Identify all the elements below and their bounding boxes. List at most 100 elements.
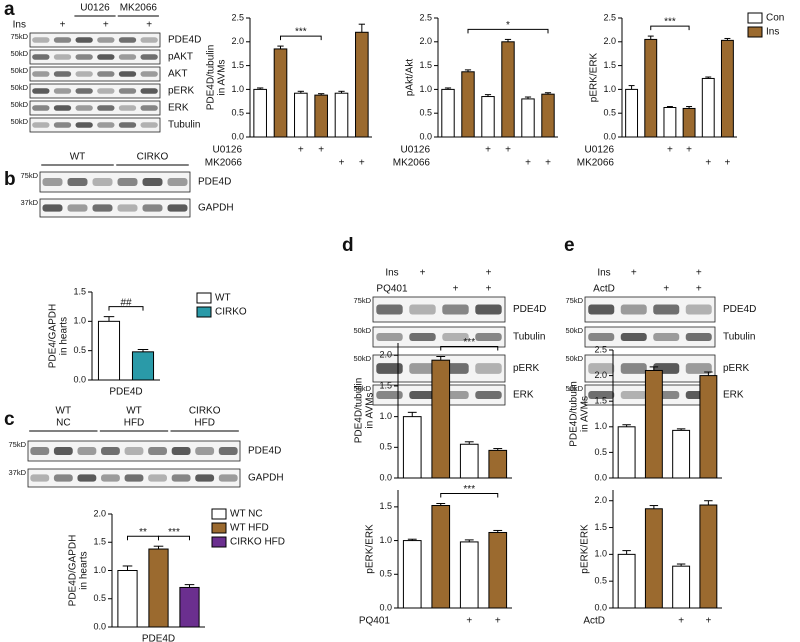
protein-label: pERK — [723, 363, 749, 374]
bar — [402, 416, 422, 479]
x-axis-label: PDE4D — [142, 634, 175, 642]
y-tick-label: 1.0 — [379, 411, 392, 421]
blot-band — [376, 363, 403, 374]
blot-band — [117, 178, 138, 186]
blot-frame — [372, 326, 506, 348]
blot-band — [67, 178, 88, 186]
legend-swatch — [196, 306, 212, 318]
bar — [644, 38, 658, 138]
y-tick-label: 2.0 — [419, 36, 432, 46]
panel-label: a — [4, 0, 15, 20]
y-tick-label: 2.0 — [594, 495, 607, 505]
size-label: 75kD — [353, 296, 371, 305]
bar — [672, 565, 691, 609]
treatment-mark: + — [486, 284, 492, 295]
significance-label: *** — [295, 27, 307, 38]
y-tick-label: 0.0 — [419, 131, 432, 141]
treatment-name: PQ401 — [359, 616, 391, 627]
blot-band — [442, 333, 469, 341]
blot-band — [32, 122, 50, 128]
bar — [488, 449, 508, 479]
blot-band — [32, 88, 50, 94]
y-tick-label: 1.5 — [93, 537, 106, 547]
bar — [131, 351, 155, 381]
y-axis-label: in AVMs — [217, 60, 228, 96]
blot-band — [53, 71, 72, 77]
blot-band — [148, 474, 167, 482]
treatment-mark: + — [146, 20, 152, 31]
y-tick-label: 0.0 — [603, 131, 616, 141]
significance-bracket — [280, 35, 322, 41]
significance-bracket — [440, 346, 499, 351]
treatment-mark: + — [420, 268, 426, 279]
bar — [431, 505, 451, 609]
blot-band — [53, 447, 73, 455]
treatment-mark: + — [705, 158, 711, 169]
y-tick-label: 2.0 — [379, 350, 392, 360]
blot-band — [195, 474, 215, 482]
legend-swatch — [747, 12, 763, 24]
blot-band — [171, 474, 191, 482]
bar — [117, 570, 138, 628]
group-label: MK2066 — [120, 3, 158, 14]
y-tick-label: 0.5 — [594, 447, 607, 457]
y-tick-label: 0.5 — [379, 442, 392, 452]
treatment-name: MK2066 — [577, 158, 615, 169]
legend-label: WT HFD — [230, 523, 269, 534]
bar — [488, 531, 508, 609]
significance-bracket — [650, 25, 690, 31]
y-tick-label: 1.5 — [231, 60, 244, 70]
y-axis-label: in hearts — [79, 551, 90, 589]
y-tick-label: 0.5 — [93, 593, 106, 603]
blot-band — [140, 105, 158, 111]
blot-band — [653, 304, 680, 315]
significance-bracket — [440, 492, 499, 498]
protein-label: pAKT — [168, 52, 193, 63]
treatment-mark: + — [678, 616, 684, 627]
legend-label: Con — [766, 13, 784, 24]
blot-band — [195, 447, 215, 455]
group-label: U0126 — [80, 3, 110, 14]
bar — [441, 88, 455, 138]
protein-label: AKT — [168, 69, 187, 80]
treatment-mark: + — [545, 158, 551, 169]
bar — [461, 71, 475, 138]
blot-frame — [39, 171, 191, 193]
blot-band — [53, 54, 72, 60]
blot-band — [97, 122, 115, 128]
y-tick-label: 2.0 — [603, 36, 616, 46]
size-label: 50kD — [10, 66, 28, 75]
panel-label: d — [342, 235, 354, 256]
group-label: WT — [56, 406, 72, 417]
bar — [617, 426, 636, 479]
y-tick-label: 0.0 — [379, 472, 392, 482]
protein-label: ERK — [168, 103, 189, 114]
significance-label: *** — [168, 527, 180, 538]
y-tick-label: 0.5 — [594, 576, 607, 586]
protein-label: Tubulin — [168, 120, 200, 131]
treatment-name: Ins — [13, 20, 26, 31]
size-label: 37kD — [8, 468, 26, 477]
bar — [701, 77, 715, 138]
y-tick-label: 1.5 — [73, 286, 86, 296]
bar — [663, 106, 677, 138]
bar — [459, 443, 479, 479]
blot-band — [97, 37, 115, 43]
y-tick-label: 0.0 — [73, 374, 86, 384]
protein-label: ERK — [513, 390, 534, 401]
treatment-mark: + — [486, 268, 492, 279]
protein-label: PDE4D — [723, 304, 756, 315]
significance-bracket — [467, 28, 549, 34]
blot-band — [30, 474, 50, 482]
blot-band — [118, 37, 137, 43]
legend-swatch — [211, 522, 227, 534]
significance-label: * — [506, 20, 510, 31]
size-label: 50kD — [565, 326, 583, 335]
protein-label: ERK — [723, 390, 744, 401]
blot-band — [101, 447, 120, 455]
bar — [672, 429, 691, 479]
legend-label: CIRKO — [215, 307, 247, 318]
y-axis-label: pAkt/Akt — [405, 59, 416, 96]
blot-band — [53, 88, 72, 94]
legend-label: WT NC — [230, 509, 263, 520]
